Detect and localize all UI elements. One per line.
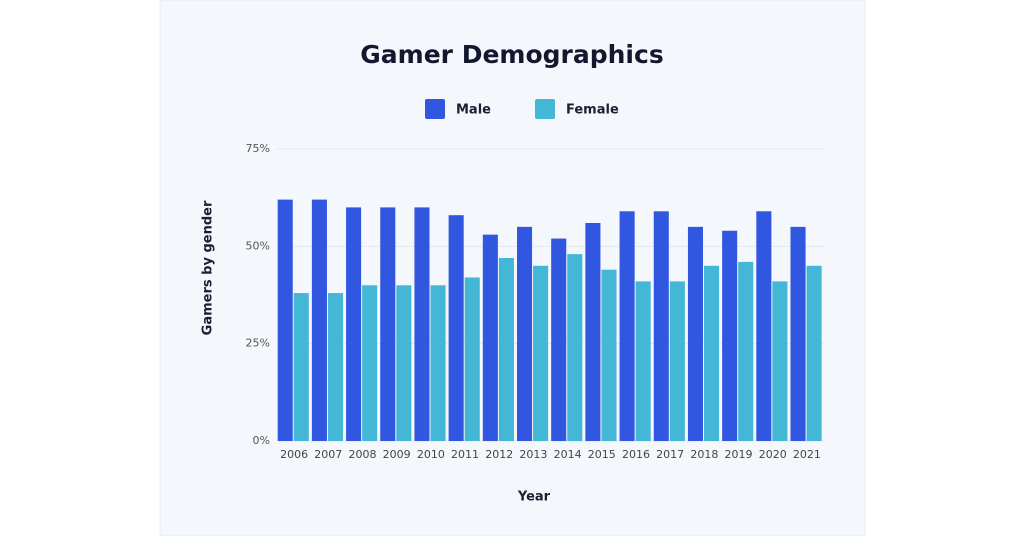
legend-label: Male: [456, 103, 491, 118]
legend-swatch: [425, 99, 445, 119]
x-tick-label: 2016: [622, 448, 650, 461]
y-tick-label: 25%: [246, 337, 270, 350]
x-tick-label: 2019: [725, 448, 753, 461]
y-axis-label: Gamers by gender: [201, 200, 216, 335]
legend-label: Female: [566, 103, 619, 118]
bar: [516, 226, 533, 441]
x-tick-label: 2012: [485, 448, 513, 461]
x-tick-label: 2007: [314, 448, 342, 461]
bar: [601, 269, 617, 441]
bar: [277, 199, 293, 441]
x-axis-label: Year: [517, 490, 551, 505]
bar: [414, 207, 430, 441]
bar: [380, 207, 396, 441]
bar: [293, 293, 309, 441]
x-tick-label: 2014: [554, 448, 582, 461]
x-tick-label: 2013: [519, 448, 547, 461]
x-tick-label: 2010: [417, 448, 445, 461]
bar: [362, 285, 378, 441]
bar: [635, 281, 651, 441]
x-tick-label: 2015: [588, 448, 616, 461]
x-tick-label: 2017: [656, 448, 684, 461]
bar: [756, 211, 772, 441]
bar: [806, 265, 822, 441]
bar: [567, 254, 583, 441]
x-tick-label: 2020: [759, 448, 787, 461]
x-tick-label: 2008: [348, 448, 376, 461]
y-tick-label: 0%: [253, 434, 270, 447]
bar: [722, 230, 738, 441]
bar: [482, 234, 498, 441]
y-tick-label: 50%: [246, 239, 270, 252]
bar: [687, 226, 704, 441]
bar: [669, 281, 685, 441]
x-tick-label: 2009: [383, 448, 411, 461]
bar: [346, 207, 362, 441]
bar: [551, 238, 567, 441]
bar: [448, 215, 464, 441]
bar: [653, 211, 669, 441]
bar: [704, 265, 720, 441]
bar: [396, 285, 412, 441]
x-tick-label: 2006: [280, 448, 308, 461]
legend-swatch: [535, 99, 555, 119]
bar: [498, 258, 514, 441]
chart-title: Gamer Demographics: [360, 40, 663, 69]
bar: [533, 265, 549, 441]
bar: [311, 199, 327, 441]
bar: [772, 281, 788, 441]
x-tick-label: 2021: [793, 448, 821, 461]
x-tick-label: 2018: [690, 448, 718, 461]
x-tick-label: 2011: [451, 448, 479, 461]
bar: [585, 222, 601, 441]
bar: [464, 277, 480, 441]
bar: [619, 211, 635, 441]
bar: [738, 261, 754, 441]
bar: [327, 293, 344, 441]
y-tick-label: 75%: [246, 142, 270, 155]
bar: [790, 226, 806, 441]
bar: [430, 285, 446, 441]
